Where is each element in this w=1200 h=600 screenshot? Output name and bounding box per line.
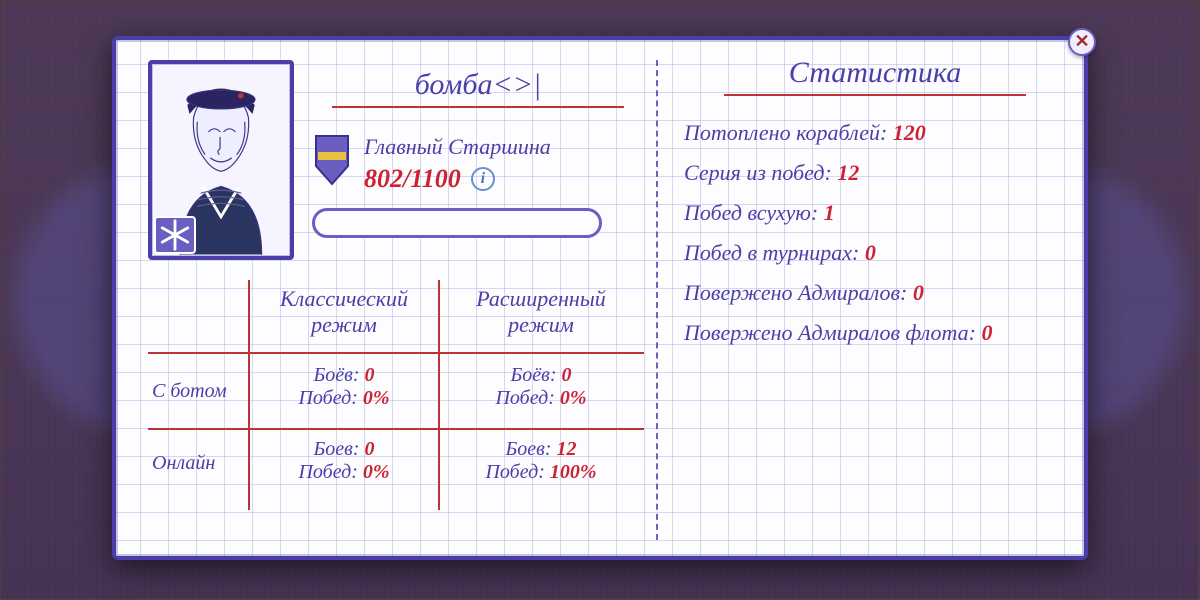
col-header-extended: Расширенныйрежим [446,286,636,338]
status-pill [312,208,602,238]
stats-underline [724,94,1026,96]
avatar [148,60,294,260]
cell-online-classic: Боев: 0 Побед: 0% [256,438,432,484]
table-hline [148,352,644,354]
info-icon[interactable]: i [471,167,495,191]
rank-xp: 802/1100 i [364,164,644,194]
right-pane: Статистика Потоплено кораблей: 120 Серия … [656,40,1086,556]
name-underline [332,106,624,108]
cell-online-extended: Боев: 12 Побед: 100% [446,438,636,484]
stat-line: Повержено Адмиралов флота: 0 [684,320,1066,346]
table-hline [148,428,644,430]
stats-title: Статистика [684,56,1066,90]
profile-modal: ✕ [112,36,1088,560]
left-pane: бомба<>| Главный Старшина 802/1100 i [116,40,656,556]
stat-line: Побед всухую: 1 [684,200,1066,226]
cell-bot-extended: Боёв: 0 Побед: 0% [446,364,636,410]
row-label-online: Онлайн [152,452,215,475]
stat-line: Серия из побед: 12 [684,160,1066,186]
cell-bot-classic: Боёв: 0 Побед: 0% [256,364,432,410]
rank-badge-icon [312,134,352,186]
player-name: бомба<>| [312,68,644,102]
col-header-classic: Классическийрежим [256,286,432,338]
table-vline [248,280,250,510]
stat-line: Потоплено кораблей: 120 [684,120,1066,146]
rank-title: Главный Старшина [364,134,644,160]
row-label-bot: С ботом [152,380,227,403]
stat-line: Побед в турнирах: 0 [684,240,1066,266]
modes-table: Классическийрежим Расширенныйрежим С бот… [148,280,644,510]
stats-list: Потоплено кораблей: 120 Серия из побед: 1… [684,120,1066,346]
snowflake-badge-icon [154,216,196,254]
stat-line: Повержено Адмиралов: 0 [684,280,1066,306]
table-vline [438,280,440,510]
